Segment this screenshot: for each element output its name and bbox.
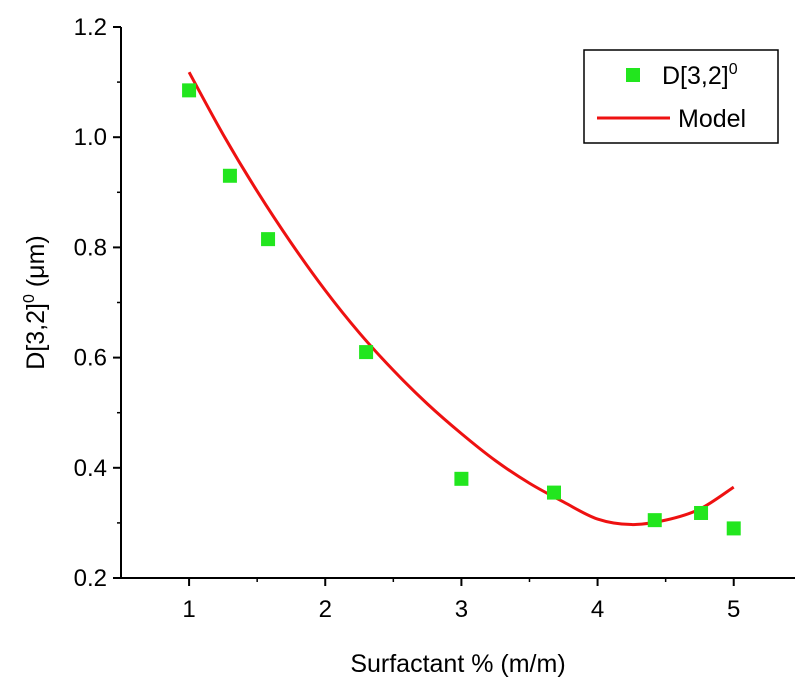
x-tick-label: 3 bbox=[455, 596, 468, 623]
y-ticks: 0.2 0.4 0.6 0.8 1.0 1.2 bbox=[74, 14, 121, 592]
y-axis-title-main: D[3,2] bbox=[22, 303, 50, 370]
legend-box bbox=[583, 49, 779, 144]
legend-label-d32-main: D[3,2] bbox=[662, 62, 729, 90]
series-d32-points bbox=[182, 83, 741, 536]
x-tick-label: 5 bbox=[727, 596, 740, 623]
y-tick-label: 0.6 bbox=[74, 345, 107, 372]
y-tick-label: 0.4 bbox=[74, 455, 107, 482]
data-point bbox=[222, 168, 237, 183]
x-tick-label: 2 bbox=[319, 596, 332, 623]
x-tick-label: 4 bbox=[591, 596, 604, 623]
y-tick-label: 0.8 bbox=[74, 234, 107, 261]
x-ticks: 1 2 3 4 5 bbox=[182, 578, 740, 623]
x-axis-title: Surfactant % (m/m) bbox=[350, 650, 565, 678]
x-tick-label: 1 bbox=[182, 596, 195, 623]
data-point bbox=[546, 485, 561, 500]
y-tick-label: 1.0 bbox=[74, 124, 107, 151]
data-point bbox=[182, 83, 197, 98]
legend-marker-d32 bbox=[626, 68, 640, 82]
data-point bbox=[647, 513, 662, 528]
y-axis-title-sup: 0 bbox=[21, 294, 38, 303]
legend: D[3,2]0 Model bbox=[583, 49, 779, 144]
series-model bbox=[187, 71, 735, 527]
data-point bbox=[726, 521, 741, 536]
y-axis-title: D[3,2]0 (μm) bbox=[21, 235, 50, 369]
y-axis-title-unit: (μm) bbox=[22, 235, 50, 294]
data-point bbox=[454, 471, 469, 486]
legend-label-model: Model bbox=[678, 105, 746, 133]
model-line bbox=[187, 71, 735, 527]
data-point bbox=[694, 505, 709, 520]
legend-label-d32: D[3,2]0 bbox=[662, 61, 738, 90]
data-point bbox=[261, 232, 276, 247]
y-tick-label: 1.2 bbox=[74, 14, 107, 41]
legend-label-d32-sup: 0 bbox=[729, 61, 738, 78]
y-tick-label: 0.2 bbox=[74, 565, 107, 592]
data-point bbox=[359, 345, 374, 360]
